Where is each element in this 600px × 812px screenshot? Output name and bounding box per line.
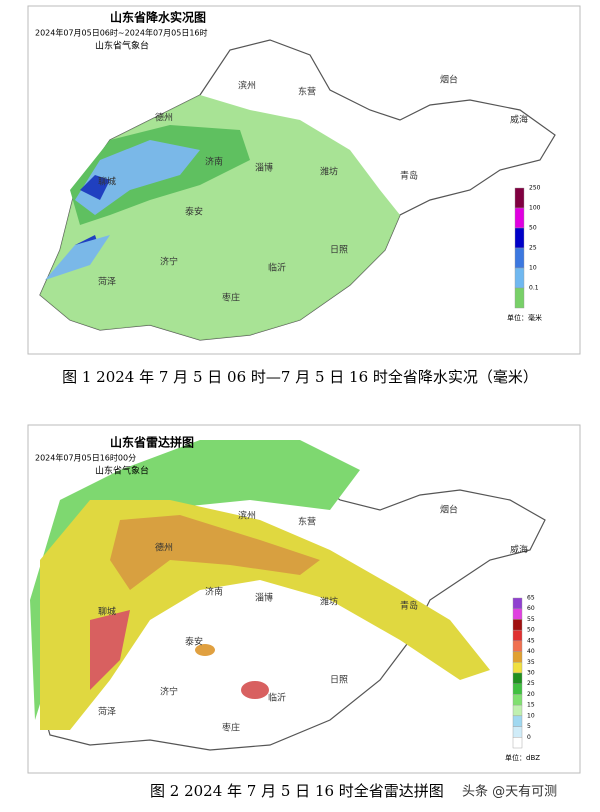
legend-unit: 单位：dBZ — [505, 753, 540, 762]
city-label: 济宁 — [160, 256, 178, 268]
legend-swatch — [512, 608, 523, 620]
legend-label: 50 — [527, 627, 535, 634]
legend-label: 45 — [527, 637, 535, 644]
watermark: 头条 @天有可测 — [462, 784, 557, 800]
echo-cell — [241, 681, 269, 699]
city-label: 枣庄 — [222, 292, 240, 304]
echo-cell — [195, 644, 215, 656]
city-label: 德州 — [155, 112, 173, 124]
city-label: 青岛 — [400, 600, 418, 612]
caption: 图 2 2024 年 7 月 5 日 16 时全省雷达拼图 — [150, 782, 444, 800]
city-label: 烟台 — [440, 74, 458, 86]
city-label: 淄博 — [255, 592, 273, 604]
legend-swatch — [514, 227, 525, 249]
legend-label: 0.1 — [529, 285, 539, 292]
city-label: 威海 — [510, 544, 528, 556]
city-label: 菏泽 — [98, 707, 116, 718]
legend-unit: 单位：毫米 — [507, 313, 542, 322]
legend-swatch — [514, 207, 525, 229]
city-label: 滨州 — [238, 80, 256, 92]
legend-label: 15 — [527, 702, 535, 709]
legend-label: 250 — [529, 185, 541, 192]
map-subtitle: 2024年07月05日06时~2024年07月05日16时 — [35, 28, 208, 38]
legend-swatch — [512, 704, 523, 717]
city-label: 枣庄 — [222, 722, 240, 734]
caption: 图 1 2024 年 7 月 5 日 06 时—7 月 5 日 16 时全省降水… — [62, 368, 538, 386]
legend-label: 50 — [529, 225, 537, 232]
city-label: 临沂 — [268, 262, 286, 274]
echo-severe — [90, 610, 130, 690]
legend-swatch — [514, 187, 525, 209]
city-label: 东营 — [298, 516, 316, 528]
legend-swatch — [512, 715, 523, 727]
city-label: 滨州 — [238, 510, 256, 522]
city-label: 济南 — [205, 156, 223, 168]
legend-label: 25 — [529, 245, 537, 252]
city-label: 潍坊 — [320, 596, 338, 608]
legend-swatch — [512, 726, 523, 738]
city-label: 德州 — [155, 542, 173, 554]
legend-swatch — [512, 694, 523, 706]
legend-label: 65 — [527, 595, 535, 602]
city-label: 聊城 — [98, 606, 116, 618]
city-label: 日照 — [330, 675, 348, 686]
legend-label: 55 — [527, 616, 535, 623]
legend-swatch — [514, 247, 525, 269]
map-title: 山东省雷达拼图 — [110, 435, 194, 450]
legend-swatch — [512, 640, 523, 652]
city-label: 青岛 — [400, 170, 418, 182]
city-label: 威海 — [510, 114, 528, 126]
legend-label: 60 — [527, 605, 535, 612]
city-label: 临沂 — [268, 692, 286, 704]
legend-label: 0 — [527, 734, 531, 741]
rain-heavy — [75, 140, 200, 215]
city-label: 泰安 — [185, 206, 203, 218]
legend-swatch — [512, 629, 523, 642]
echo-strong — [110, 515, 320, 590]
legend-label: 20 — [527, 691, 535, 698]
city-label: 泰安 — [185, 636, 203, 648]
legend-label: 10 — [527, 712, 535, 719]
city-label: 济南 — [205, 586, 223, 598]
map-org: 山东省气象台 — [95, 40, 149, 52]
map-subtitle: 2024年07月05日16时00分 — [35, 453, 136, 463]
legend-swatch — [514, 267, 525, 289]
map-title: 山东省降水实况图 — [110, 10, 206, 25]
rain-heavy — [45, 235, 110, 280]
legend-label: 100 — [529, 205, 541, 212]
legend-swatch — [514, 287, 525, 309]
legend-swatch — [512, 597, 523, 609]
legend-label: 25 — [527, 680, 535, 687]
legend-swatch — [512, 683, 523, 695]
legend-label: 10 — [529, 265, 537, 272]
city-label: 东营 — [298, 86, 316, 98]
legend-swatch — [512, 672, 523, 684]
city-label: 菏泽 — [98, 277, 116, 288]
legend-swatch — [512, 662, 523, 674]
city-label: 济宁 — [160, 686, 178, 698]
city-label: 烟台 — [440, 504, 458, 516]
legend-label: 30 — [527, 670, 535, 677]
city-label: 潍坊 — [320, 166, 338, 178]
legend-label: 5 — [527, 723, 531, 730]
city-label: 聊城 — [98, 176, 116, 188]
rain-storm — [80, 175, 110, 200]
map2-panel — [27, 424, 581, 774]
map1-panel — [27, 5, 581, 355]
legend-swatch — [512, 651, 523, 663]
legend-label: 35 — [527, 659, 535, 666]
city-label: 日照 — [330, 245, 348, 256]
legend-swatch — [512, 619, 523, 631]
city-label: 淄博 — [255, 162, 273, 174]
map-org: 山东省气象台 — [95, 465, 149, 477]
legend-swatch — [512, 737, 523, 749]
legend-label: 40 — [527, 648, 535, 655]
